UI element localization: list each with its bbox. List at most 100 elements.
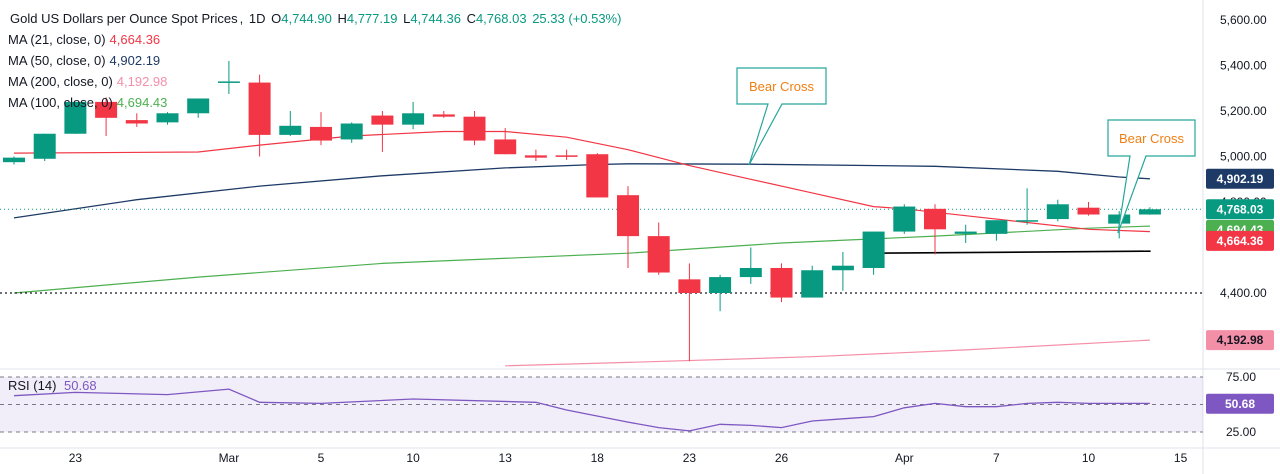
ma100-line (13, 225, 1150, 294)
candle-body (678, 279, 701, 293)
candle[interactable] (524, 149, 547, 162)
rsi-price-tag: 50.68 (1206, 393, 1274, 414)
rsi-tick-label: 75.00 (1226, 370, 1256, 384)
candle[interactable] (831, 252, 854, 291)
price-tag-bg (1206, 168, 1274, 189)
candle[interactable] (310, 112, 332, 146)
candle-body (3, 157, 25, 163)
interval[interactable]: 1D (248, 11, 266, 26)
candle[interactable] (33, 133, 56, 162)
rsi-legend[interactable]: RSI (14) 50.68 (8, 378, 97, 393)
price-tick-label: 5,200.00 (1220, 104, 1267, 118)
candle[interactable] (432, 111, 455, 118)
candle-body (64, 101, 87, 134)
candle[interactable] (862, 231, 885, 275)
candle[interactable] (371, 111, 394, 152)
price-tick-label: 5,000.00 (1220, 150, 1267, 164)
bear-cross-callout-2: Bear Cross (1107, 119, 1196, 234)
symbol-title[interactable]: Gold US Dollars per Ounce Spot Prices (10, 11, 238, 26)
ma200-legend[interactable]: MA (200, close, 0) 4,192.98 (8, 74, 168, 89)
candle-body (831, 265, 854, 271)
price-tick-label: 5,600.00 (1220, 13, 1267, 27)
callout-box (1107, 119, 1196, 234)
candle-body (217, 81, 240, 83)
candle-body (770, 267, 793, 298)
callout-label: Bear Cross (749, 79, 815, 94)
candle[interactable] (125, 113, 148, 127)
candle[interactable] (985, 220, 1008, 241)
time-tick-label: 23 (69, 451, 83, 465)
callouts: Bear Cross Bear Cross (736, 67, 1196, 234)
callout-label: Bear Cross (1119, 131, 1185, 146)
candle[interactable] (709, 274, 732, 312)
ma50-line (13, 163, 1150, 219)
candle-body (463, 116, 486, 141)
candle[interactable] (678, 263, 701, 362)
ma100-legend[interactable]: MA (100, close, 0) 4,694.43 (8, 95, 168, 110)
candle-body (801, 270, 824, 298)
candle[interactable] (156, 112, 179, 125)
candle[interactable] (279, 111, 302, 137)
callout-box (736, 67, 827, 166)
candle[interactable] (954, 224, 977, 243)
rsi-value: 50.68 (64, 378, 97, 393)
candle[interactable] (187, 98, 210, 118)
candle[interactable] (95, 97, 118, 137)
ma21-legend[interactable]: MA (21, close, 0) 4,664.36 (8, 32, 161, 47)
price-tag-label: 4,664.36 (1217, 234, 1264, 248)
candle[interactable] (217, 60, 240, 94)
candle[interactable] (1138, 207, 1161, 215)
candle-body (156, 113, 179, 123)
candle-body (1046, 204, 1069, 220)
candle[interactable] (555, 149, 578, 160)
rsi-pane (13, 388, 1150, 432)
candle-body (340, 123, 363, 140)
candle[interactable] (248, 74, 271, 157)
candle[interactable] (1046, 199, 1069, 222)
legend: Gold US Dollars per Ounce Spot Prices, 1… (8, 8, 621, 113)
candle[interactable] (494, 128, 517, 155)
price-tag-bg (1206, 199, 1274, 220)
candle[interactable] (924, 204, 946, 255)
price-tag-label: 4,902.19 (1217, 172, 1264, 186)
candle[interactable] (340, 122, 363, 143)
candle[interactable] (617, 186, 639, 268)
time-axis[interactable]: 23 Mar 5 10 13 18 23 26 Apr 7 10 15 (69, 451, 1188, 465)
ma50-legend[interactable]: MA (50, close, 0) 4,902.19 (8, 53, 161, 68)
candle[interactable] (647, 222, 670, 275)
candle[interactable] (1077, 202, 1100, 216)
price-tag-label: 50.68 (1225, 397, 1255, 411)
candle-body (862, 231, 885, 268)
candle[interactable] (801, 265, 824, 298)
price-tag-label: 4,192.98 (1217, 333, 1264, 347)
candle-body (1138, 209, 1161, 215)
candle-body (494, 139, 517, 155)
reference-lines (0, 208, 1203, 294)
candle[interactable] (463, 111, 486, 146)
candle[interactable] (3, 156, 25, 165)
candle-body (617, 195, 639, 237)
candle[interactable] (402, 101, 425, 130)
candle-body (954, 231, 977, 234)
candles[interactable] (3, 60, 1161, 362)
candle-body (555, 155, 578, 157)
time-tick-label: 26 (775, 451, 789, 465)
time-tick-label: 15 (1174, 451, 1188, 465)
candle-body (310, 126, 332, 141)
candle-body (33, 133, 56, 159)
candle-body (524, 155, 547, 158)
candle[interactable] (1016, 188, 1039, 225)
price-tick-label: 4,400.00 (1220, 286, 1267, 300)
candle[interactable] (64, 101, 87, 134)
candle-body (187, 98, 210, 114)
bear-cross-callout-1: Bear Cross (736, 67, 827, 166)
candle[interactable] (586, 153, 609, 198)
candle[interactable] (893, 204, 916, 234)
price-tag-bg (1206, 393, 1274, 414)
candle-body (371, 115, 394, 125)
candle[interactable] (770, 263, 793, 303)
candle[interactable] (739, 247, 762, 284)
open-value: 4,744.90 (281, 11, 332, 26)
